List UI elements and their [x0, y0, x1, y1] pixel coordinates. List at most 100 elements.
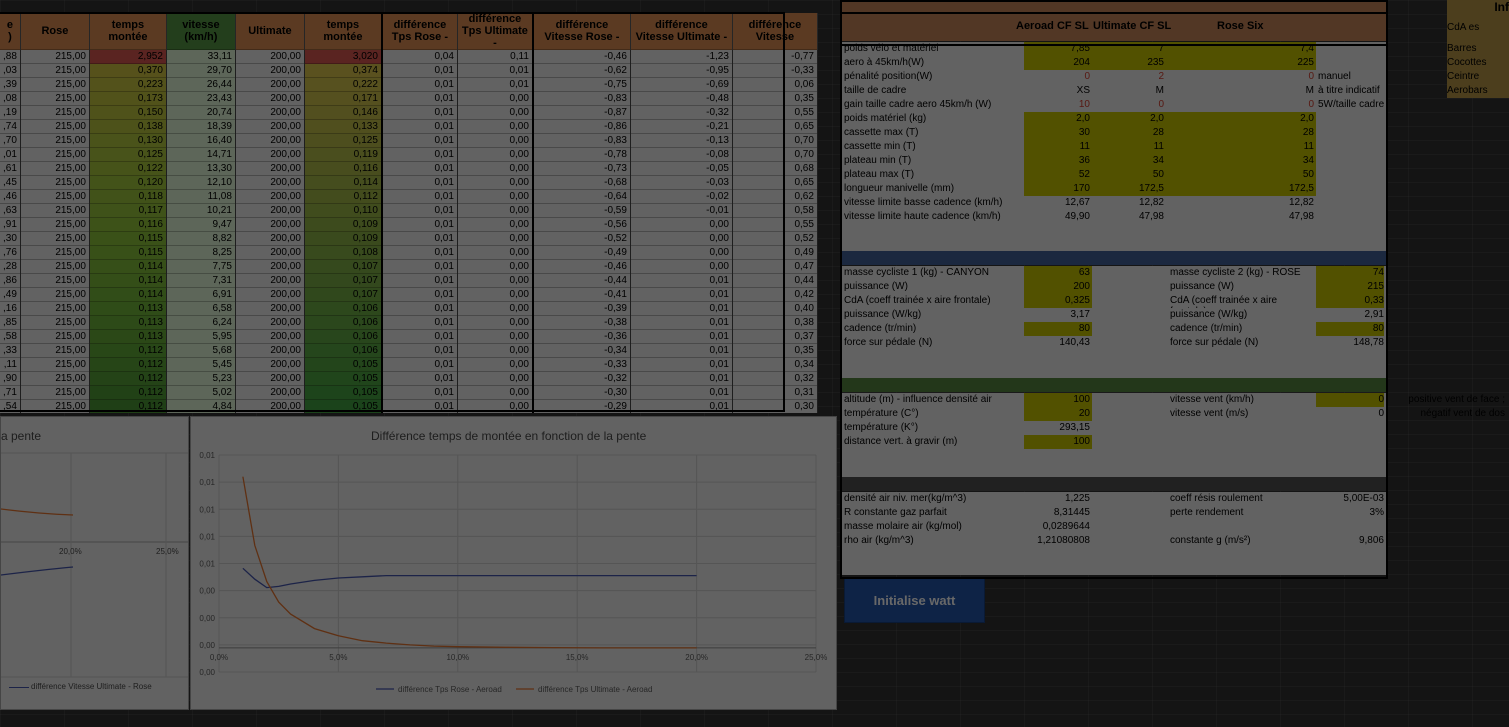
table-cell[interactable]: -0,05 [630, 161, 733, 176]
table-cell[interactable]: 215,00 [20, 385, 90, 400]
table-cell[interactable]: -0,29 [532, 399, 631, 413]
cycliste-value-2[interactable]: 215 [1367, 281, 1384, 292]
table-cell[interactable]: 0,115 [89, 245, 167, 260]
table-cell[interactable]: 0,01 [381, 301, 458, 316]
table-cell[interactable]: 0,116 [89, 217, 167, 232]
table-cell[interactable]: 0,11 [457, 49, 534, 64]
table-cell[interactable]: 0,00 [630, 231, 733, 246]
velo-val-rose[interactable]: 11 [1303, 141, 1314, 152]
table-cell[interactable]: 200,00 [235, 315, 305, 330]
table-cell[interactable]: 0,374 [304, 63, 383, 78]
table-cell[interactable]: 215,00 [20, 161, 90, 176]
table-cell[interactable]: 0,138 [89, 119, 167, 134]
table-cell[interactable]: 0,32 [732, 371, 818, 386]
table-cell[interactable]: 200,00 [235, 287, 305, 302]
param-value-2[interactable]: 0 [1378, 408, 1384, 419]
table-cell[interactable]: 0,01 [381, 91, 458, 106]
table-cell[interactable]: 200,00 [235, 217, 305, 232]
table-cell[interactable]: -0,48 [630, 91, 733, 106]
table-cell[interactable]: 0,222 [304, 77, 383, 92]
table-cell[interactable]: 0,112 [89, 343, 167, 358]
table-cell[interactable]: 5,45 [166, 357, 236, 372]
table-cell[interactable]: 18,39 [166, 119, 236, 134]
table-cell[interactable]: 0,01 [381, 343, 458, 358]
table-cell[interactable]: 0,01 [630, 385, 733, 400]
cycliste-value-1[interactable]: 0,325 [1064, 295, 1090, 306]
table-cell[interactable]: 0,37 [732, 329, 818, 344]
const-value-1[interactable]: 0,0289644 [1042, 521, 1090, 532]
table-cell[interactable]: 0,114 [89, 273, 167, 288]
table-cell[interactable]: 200,00 [235, 175, 305, 190]
table-cell[interactable]: 0,01 [381, 315, 458, 330]
table-cell[interactable]: 215,00 [20, 273, 90, 288]
table-cell[interactable]: 0,68 [732, 161, 818, 176]
table-cell[interactable]: 200,00 [235, 203, 305, 218]
table-cell[interactable]: -0,32 [630, 105, 733, 120]
table-cell[interactable]: 0,70 [732, 133, 818, 148]
table-cell[interactable]: 200,00 [235, 49, 305, 64]
table-cell[interactable]: ,49 [0, 287, 21, 302]
table-cell[interactable]: 0,107 [304, 273, 383, 288]
table-cell[interactable]: 0,35 [732, 91, 818, 106]
velo-val-rose[interactable]: 28 [1302, 127, 1314, 138]
table-cell[interactable]: 0,65 [732, 175, 818, 190]
velo-val-rose[interactable]: 47,98 [1288, 211, 1314, 222]
velo-val-aeroad[interactable]: 7,85 [1070, 43, 1090, 54]
table-cell[interactable]: ,45 [0, 175, 21, 190]
table-cell[interactable]: 0,01 [381, 273, 458, 288]
velo-val-ultimate[interactable]: 12,82 [1138, 197, 1164, 208]
cycliste-value-1[interactable]: 3,17 [1070, 309, 1090, 320]
table-cell[interactable]: -0,01 [630, 203, 733, 218]
table-cell[interactable]: 200,00 [235, 63, 305, 78]
velo-val-ultimate[interactable]: 0 [1158, 99, 1164, 110]
table-cell[interactable]: 215,00 [20, 91, 90, 106]
velo-val-rose[interactable]: 0 [1308, 99, 1314, 110]
table-cell[interactable]: 215,00 [20, 203, 90, 218]
table-cell[interactable]: 0,173 [89, 91, 167, 106]
table-cell[interactable]: ,90 [0, 371, 21, 386]
initialise-watt-button[interactable]: Initialise watt [844, 578, 985, 623]
table-cell[interactable]: 8,25 [166, 245, 236, 260]
table-cell[interactable]: 200,00 [235, 329, 305, 344]
table-cell[interactable]: 0,112 [304, 189, 383, 204]
table-cell[interactable]: 0,00 [457, 315, 534, 330]
table-cell[interactable]: 7,75 [166, 259, 236, 274]
table-cell[interactable]: 0,00 [457, 231, 534, 246]
table-cell[interactable]: 5,23 [166, 371, 236, 386]
table-cell[interactable]: 0,01 [457, 63, 534, 78]
table-cell[interactable]: 0,00 [457, 259, 534, 274]
velo-val-ultimate[interactable]: 47,98 [1138, 211, 1164, 222]
table-cell[interactable]: 0,70 [732, 147, 818, 162]
table-cell[interactable]: 0,01 [630, 329, 733, 344]
table-cell[interactable]: ,16 [0, 301, 21, 316]
table-cell[interactable]: 0,38 [732, 315, 818, 330]
velo-val-ultimate[interactable]: 2 [1158, 71, 1164, 82]
table-cell[interactable]: 0,114 [89, 259, 167, 274]
table-cell[interactable]: 13,30 [166, 161, 236, 176]
table-cell[interactable]: 215,00 [20, 119, 90, 134]
table-cell[interactable]: 0,01 [381, 203, 458, 218]
table-cell[interactable]: -0,21 [630, 119, 733, 134]
velo-val-aeroad[interactable]: 30 [1078, 127, 1090, 138]
table-cell[interactable]: -0,44 [532, 273, 631, 288]
table-cell[interactable]: 0,00 [457, 119, 534, 134]
table-cell[interactable]: 0,01 [381, 399, 458, 413]
table-cell[interactable]: 0,00 [630, 259, 733, 274]
table-cell[interactable]: 200,00 [235, 231, 305, 246]
velo-val-ultimate[interactable]: 28 [1152, 127, 1164, 138]
velo-val-aeroad[interactable]: 36 [1078, 155, 1090, 166]
table-cell[interactable]: 215,00 [20, 217, 90, 232]
table-cell[interactable]: 0,370 [89, 63, 167, 78]
table-cell[interactable]: 0,06 [732, 77, 818, 92]
velo-val-rose[interactable]: M [1305, 85, 1314, 96]
table-cell[interactable]: 215,00 [20, 399, 90, 413]
const-value-1[interactable]: 8,31445 [1053, 507, 1090, 518]
cycliste-value-2[interactable]: 148,78 [1353, 337, 1384, 348]
table-cell[interactable]: 200,00 [235, 301, 305, 316]
table-cell[interactable]: 11,08 [166, 189, 236, 204]
table-cell[interactable]: 0,01 [381, 357, 458, 372]
cycliste-value-2[interactable]: 2,91 [1364, 309, 1384, 320]
table-cell[interactable]: ,33 [0, 343, 21, 358]
table-cell[interactable]: 0,35 [732, 343, 818, 358]
velo-val-aeroad[interactable]: 204 [1073, 57, 1090, 68]
